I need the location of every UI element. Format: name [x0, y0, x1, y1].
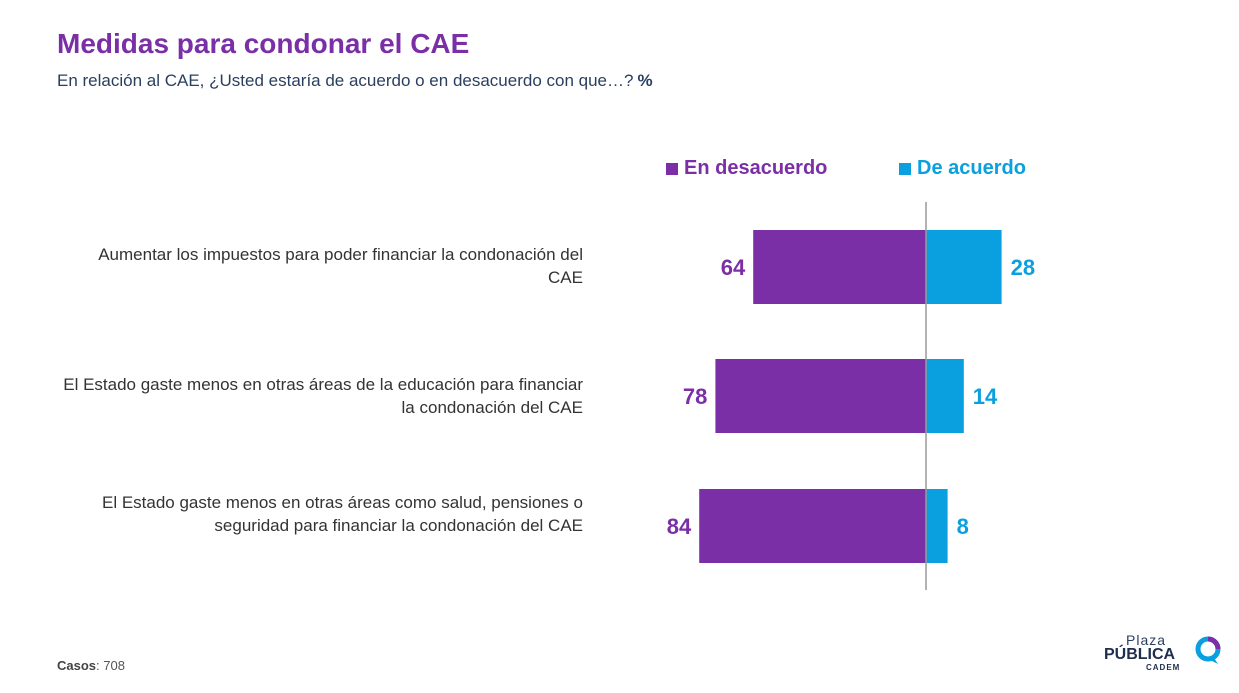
chart-subtitle: En relación al CAE, ¿Usted estaría de ac… — [57, 71, 653, 91]
row-label-3: El Estado gaste menos en otras áreas com… — [101, 493, 583, 535]
logo-line-2: PÚBLICA — [1104, 646, 1176, 663]
row-label-2: El Estado gaste menos en otras áreas de … — [63, 375, 583, 417]
logo-line-3: CADEM — [1146, 663, 1181, 672]
data-label-disagree-3: 84 — [667, 514, 692, 539]
data-label-agree-3: 8 — [957, 514, 969, 539]
logo-line-1: Plaza — [1126, 632, 1167, 648]
casos-value: : 708 — [96, 658, 125, 673]
bar-agree-1 — [926, 230, 1002, 304]
unit-label: % — [637, 71, 653, 90]
data-label-disagree-2: 78 — [683, 384, 707, 409]
data-label-agree-1: 28 — [1011, 255, 1035, 280]
legend-item-agree: De acuerdo — [899, 157, 1026, 180]
plaza-publica-logo: Plaza PÚBLICA CADEM — [1104, 632, 1224, 676]
legend-label-disagree: En desacuerdo — [684, 157, 828, 179]
bar-disagree-3 — [699, 489, 926, 563]
subtitle-text: En relación al CAE, ¿Usted estaría de ac… — [57, 71, 634, 90]
sample-size: Casos: 708 — [57, 658, 125, 673]
chart-title: Medidas para condonar el CAE — [57, 28, 470, 59]
legend-label-agree: De acuerdo — [917, 157, 1026, 179]
bar-agree-3 — [926, 489, 948, 563]
data-label-agree-2: 14 — [973, 384, 998, 409]
bar-disagree-1 — [753, 230, 926, 304]
legend-swatch-disagree — [666, 162, 678, 175]
bar-agree-2 — [926, 359, 964, 433]
legend-item-disagree: En desacuerdo — [666, 157, 827, 180]
casos-label: Casos — [57, 658, 97, 673]
row-label-1: Aumentar los impuestos para poder financ… — [98, 245, 583, 287]
logo-ring-icon — [1195, 636, 1221, 664]
bar-disagree-2 — [715, 359, 926, 433]
data-label-disagree-1: 64 — [721, 255, 746, 280]
legend-swatch-agree — [899, 162, 911, 175]
